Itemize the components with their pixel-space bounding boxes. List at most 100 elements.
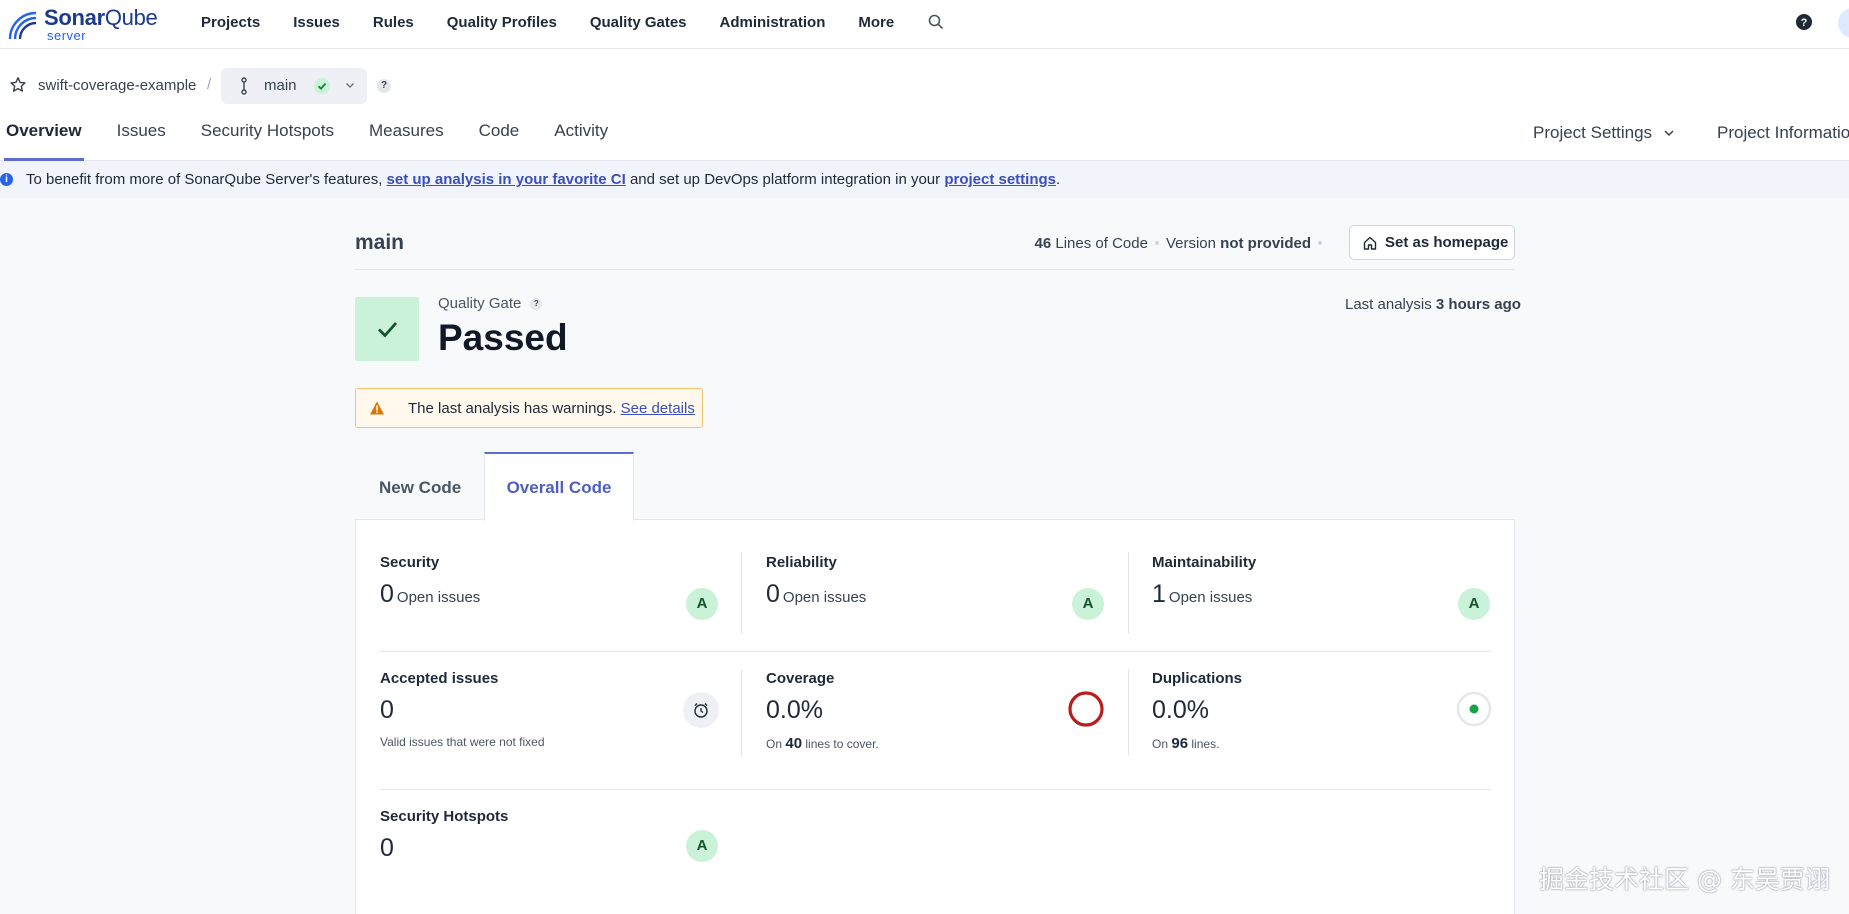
nav-rules[interactable]: Rules [372, 13, 414, 31]
nav-quality-profiles[interactable]: Quality Profiles [446, 13, 557, 31]
metric-unit: Open issues [1168, 589, 1253, 606]
tab-new-code[interactable]: New Code [379, 478, 462, 497]
metric-subtext-prefix: On [766, 737, 783, 751]
coverage-ring-icon [1068, 691, 1104, 727]
setup-ci-link[interactable]: set up analysis in your favorite CI [386, 171, 626, 188]
chevron-down-icon [1664, 130, 1674, 137]
reliability-rating-badge[interactable]: A [1072, 588, 1104, 620]
project-settings-link[interactable]: project settings [944, 171, 1056, 188]
metrics-card: Security 0 Open issues A Reliability 0 Ope… [355, 519, 1515, 914]
sonar-waves-icon [8, 11, 37, 40]
home-icon [1363, 236, 1377, 250]
column-divider [1128, 669, 1129, 756]
quality-gate-status: Passed [438, 317, 568, 358]
set-as-homepage-button[interactable]: Set as homepage [1349, 225, 1515, 260]
metric-value[interactable]: 0 [380, 834, 394, 862]
tab-overall-code[interactable]: Overall Code [484, 452, 634, 521]
lines-to-cover-value[interactable]: 40 [785, 735, 803, 752]
info-banner: i To benefit from more of SonarQube Serv… [0, 161, 1849, 198]
alarm-clock-icon [694, 703, 708, 718]
quality-gate-help-icon[interactable]: ? [530, 297, 543, 310]
metric-maintainability[interactable]: Maintainability 1 Open issues [1152, 554, 1256, 609]
project-settings-menu[interactable]: Project Settings [1533, 123, 1676, 143]
banner-text: To benefit from more of SonarQube Server… [26, 171, 1060, 188]
security-rating-badge[interactable]: A [686, 588, 718, 620]
duplicated-lines-value[interactable]: 96 [1171, 735, 1189, 752]
duplications-indicator-icon [1456, 691, 1492, 727]
meta-separator [1318, 241, 1322, 245]
column-divider [1128, 552, 1129, 634]
top-navigation: SonarQube server Projects Issues Rules Q… [0, 0, 1849, 49]
nav-administration[interactable]: Administration [719, 13, 826, 31]
see-details-link[interactable]: See details [620, 400, 695, 417]
project-name[interactable]: swift-coverage-example [38, 77, 197, 94]
main-menu: Projects Issues Rules Quality Profiles Q… [201, 0, 927, 44]
sonarqube-logo[interactable]: SonarQube server [6, 4, 166, 44]
tab-code[interactable]: Code [478, 121, 520, 140]
analysis-warning: The last analysis has warnings. See deta… [355, 388, 703, 428]
search-icon[interactable] [927, 13, 945, 31]
maintainability-rating-badge[interactable]: A [1458, 588, 1490, 620]
project-information-link[interactable]: Project Information [1717, 123, 1849, 142]
tab-issues[interactable]: Issues [116, 121, 166, 140]
last-analysis-label: Last analysis [1345, 296, 1432, 313]
branch-title: main [355, 231, 405, 254]
check-icon [314, 78, 330, 94]
last-analysis: Last analysis 3 hours ago [1345, 296, 1521, 313]
metric-value[interactable]: 1 [1152, 580, 1166, 608]
help-icon[interactable]: ? [1795, 13, 1813, 31]
nav-issues[interactable]: Issues [293, 13, 340, 31]
tab-overview[interactable]: Overview [4, 121, 84, 161]
info-icon: i [0, 173, 13, 186]
metric-subtext-prefix: On [1152, 737, 1169, 751]
metric-security[interactable]: Security 0 Open issues [380, 554, 480, 609]
branch-help-icon[interactable]: ? [377, 79, 391, 93]
metric-duplications[interactable]: Duplications 0.0% On 96 lines. [1152, 670, 1242, 752]
branch-icon [241, 77, 247, 95]
metric-unit: Open issues [396, 589, 481, 606]
favorite-star-icon[interactable] [9, 76, 27, 94]
metric-title: Security Hotspots [380, 808, 509, 825]
metric-security-hotspots[interactable]: Security Hotspots 0 [380, 808, 508, 863]
branch-selector[interactable]: main [221, 68, 367, 104]
metric-subtext: Valid issues that were not fixed [380, 735, 545, 749]
metric-value[interactable]: 0 [380, 580, 394, 608]
metric-value[interactable]: 0.0% [1152, 696, 1209, 724]
metric-title: Reliability [766, 554, 837, 571]
metric-title: Duplications [1152, 670, 1243, 687]
banner-text-2: and set up DevOps platform integration i… [625, 171, 945, 188]
brand-sub: server [47, 27, 87, 43]
banner-text-3: . [1056, 171, 1061, 188]
user-avatar[interactable] [1838, 8, 1849, 38]
row-divider [380, 789, 1491, 790]
overview-header: main 46 Lines of Code Version not provide… [355, 225, 1515, 270]
metric-title: Security [380, 554, 440, 571]
metric-value[interactable]: 0 [380, 696, 394, 724]
security-hotspots-rating-badge[interactable]: A [686, 830, 718, 862]
tab-measures[interactable]: Measures [368, 121, 444, 140]
metric-value[interactable]: 0 [766, 580, 780, 608]
column-divider [741, 552, 742, 634]
nav-projects[interactable]: Projects [201, 13, 261, 31]
project-header: swift-coverage-example / main ? Overview… [0, 49, 1849, 161]
warning-message: The last analysis has warnings. [408, 400, 617, 417]
quality-gate-label-text: Quality Gate [438, 295, 522, 312]
metric-coverage[interactable]: Coverage 0.0% On 40 lines to cover. [766, 670, 879, 752]
set-as-homepage-label: Set as homepage [1385, 234, 1509, 251]
banner-text-1: To benefit from more of SonarQube Server… [26, 171, 387, 188]
lines-of-code-value: 46 [1034, 235, 1052, 252]
brand-title-a: Sonar [44, 4, 105, 30]
version-value: not provided [1220, 235, 1311, 252]
metric-reliability[interactable]: Reliability 0 Open issues [766, 554, 866, 609]
breadcrumb-separator: / [207, 76, 212, 93]
column-divider [741, 669, 742, 756]
accepted-issues-icon-badge [683, 692, 719, 728]
quality-gate-status-box [355, 297, 419, 361]
nav-more[interactable]: More [858, 13, 895, 31]
metric-accepted-issues[interactable]: Accepted issues 0 Valid issues that were… [380, 670, 545, 749]
metric-value[interactable]: 0.0% [766, 696, 823, 724]
tab-activity[interactable]: Activity [554, 121, 609, 140]
tab-security-hotspots[interactable]: Security Hotspots [200, 121, 334, 140]
metric-title: Coverage [766, 670, 835, 687]
nav-quality-gates[interactable]: Quality Gates [589, 13, 687, 31]
